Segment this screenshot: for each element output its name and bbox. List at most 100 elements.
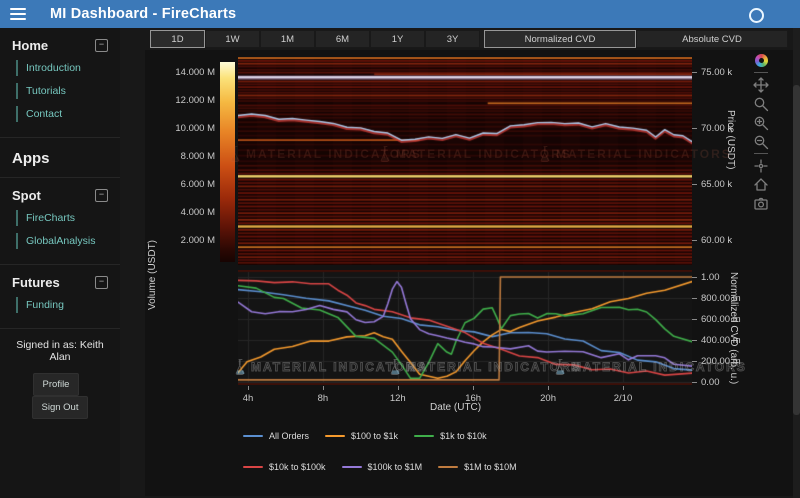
heatmap-canvas[interactable] [238,57,692,265]
signed-in-area: Signed in as: Keith Alan Profile Sign Ou… [0,329,120,429]
date-tick-label: 12h [389,393,406,404]
pan-icon[interactable] [753,76,769,93]
sidebar-section-futures: Futures − Funding [0,265,120,329]
volume-colorbar [220,62,235,262]
collapse-icon[interactable]: − [95,39,108,52]
cvd-mode-group: Normalized CVD Absolute CVD [484,30,788,48]
volume-tick-label: 4.000 M [180,207,215,218]
legend-label: All Orders [269,431,310,441]
volume-tick-label: 8.000 M [180,151,215,162]
volume-tick-label: 6.000 M [180,179,215,190]
date-tick-mark [322,386,324,390]
volume-tick-label: 12.000 M [175,95,215,106]
date-tick-label: 20h [540,393,556,404]
autoscale-icon[interactable] [753,158,769,174]
time-range-button-6m[interactable]: 6M [315,30,370,48]
page-title: MI Dashboard - FireCharts [50,6,237,22]
figure: Volume (USDT) Price (USDT) Normalized CV… [145,50,793,496]
price-tick-mark [692,240,697,241]
legend-item-all-orders[interactable]: All Orders [243,431,309,441]
time-range-button-1m[interactable]: 1M [260,30,315,48]
legend-item-10k-to-100k[interactable]: $10k to $100k [243,462,326,472]
zoom-out-icon[interactable] [753,134,769,150]
cvd-tick-mark [692,340,697,341]
price-tick-label: 65.00 k [701,179,733,190]
date-tick-mark [397,386,399,390]
date-tick-label: 16h [465,393,482,404]
legend-label: $10k to $100k [269,462,326,472]
cvd-line-chart-canvas[interactable] [238,270,692,385]
absolute-cvd-button[interactable]: Absolute CVD [636,30,788,48]
chart-toolbar: 1D 1W 1M 6M 1Y 3Y Normalized CVD Absolute CVD [150,30,788,48]
legend-row: All Orders $100 to $1k $1k to $10k [243,431,487,441]
price-tick-label: 70.00 k [701,123,733,134]
app-header: MI Dashboard - FireCharts [0,0,800,28]
scrollbar-thumb[interactable] [793,85,800,415]
price-tick-label: 60.00 k [701,235,733,246]
price-tick-mark [692,128,697,129]
price-tick-mark [692,184,697,185]
plotly-logo-icon[interactable] [754,54,768,67]
cvd-tick-mark [692,277,697,278]
legend-item-100-to-1k[interactable]: $100 to $1k [325,431,398,441]
legend-item-1m-to-10m[interactable]: $1M to $10M [438,462,517,472]
sidebar-item-funding[interactable]: Funding [16,297,112,313]
legend-label: $1M to $10M [464,462,517,472]
sidebar-apps-heading: Apps [0,138,120,178]
zoom-in-icon[interactable] [753,115,769,131]
legend-label: $1k to $10k [440,431,487,441]
sidebar: Home − Introduction Tutorials Contact Ap… [0,28,120,498]
legend-line-swatch [414,434,435,438]
hamburger-menu-icon[interactable] [10,8,26,20]
box-zoom-icon[interactable] [753,96,769,112]
time-range-button-1w[interactable]: 1W [205,30,260,48]
legend-label: $100 to $1k [351,431,399,441]
legend-line-swatch [438,465,459,469]
legend-line-swatch [325,434,346,438]
date-tick-label: 4h [242,393,254,404]
time-range-button-1y[interactable]: 1Y [370,30,425,48]
price-axis-title: Price (USDT) [725,110,736,170]
sidebar-item-contact[interactable]: Contact [16,106,112,122]
download-plot-icon[interactable] [753,196,769,212]
normalized-cvd-button[interactable]: Normalized CVD [484,30,636,48]
cvd-tick-label: 0.00 [701,377,720,388]
sidebar-section-spot: Spot − FireCharts GlobalAnalysis [0,178,120,265]
date-tick-mark [247,386,249,390]
legend-line-swatch [341,465,362,469]
volume-tick-label: 14.000 M [175,67,215,78]
cvd-tick-mark [692,319,697,320]
date-tick-mark [473,386,475,390]
time-range-button-1d[interactable]: 1D [150,30,205,48]
collapse-icon[interactable]: − [95,276,108,289]
time-range-button-3y[interactable]: 3Y [425,30,480,48]
price-tick-label: 75.00 k [701,67,733,78]
reset-axes-icon[interactable] [753,177,769,193]
collapse-icon[interactable]: − [95,189,108,202]
legend-label: $100k to $1M [367,462,423,472]
sidebar-item-firecharts[interactable]: FireCharts [16,210,112,226]
sidebar-item-introduction[interactable]: Introduction [16,60,112,76]
sidebar-spot-label: Spot [12,188,41,203]
legend-line-swatch [243,434,263,438]
cvd-axis-title: Normalized CVD (arb. u.) [728,272,739,385]
date-tick-mark [622,386,624,390]
legend-item-100k-to-1m[interactable]: $100k to $1M [341,462,423,472]
date-tick-label: 8h [317,393,329,404]
price-tick-mark [692,72,697,73]
cvd-tick-label: 1.00 [701,272,720,283]
profile-button[interactable]: Profile [32,373,80,396]
time-range-group: 1D 1W 1M 6M 1Y 3Y [150,30,480,48]
sidebar-home-label: Home [12,38,49,53]
status-circle-icon[interactable] [749,8,764,23]
modebar-separator [754,72,768,73]
signed-in-text: Signed in as: Keith Alan [16,339,104,363]
cvd-tick-label: 400.00 m [701,335,741,346]
scrollbar-track[interactable] [793,28,800,498]
sidebar-item-tutorials[interactable]: Tutorials [16,83,112,99]
legend-item-1k-to-10k[interactable]: $1k to $10k [414,431,487,441]
sign-out-button[interactable]: Sign Out [31,396,89,419]
sidebar-item-globalanalysis[interactable]: GlobalAnalysis [16,233,112,249]
volume-axis-title: Volume (USDT) [147,239,158,310]
